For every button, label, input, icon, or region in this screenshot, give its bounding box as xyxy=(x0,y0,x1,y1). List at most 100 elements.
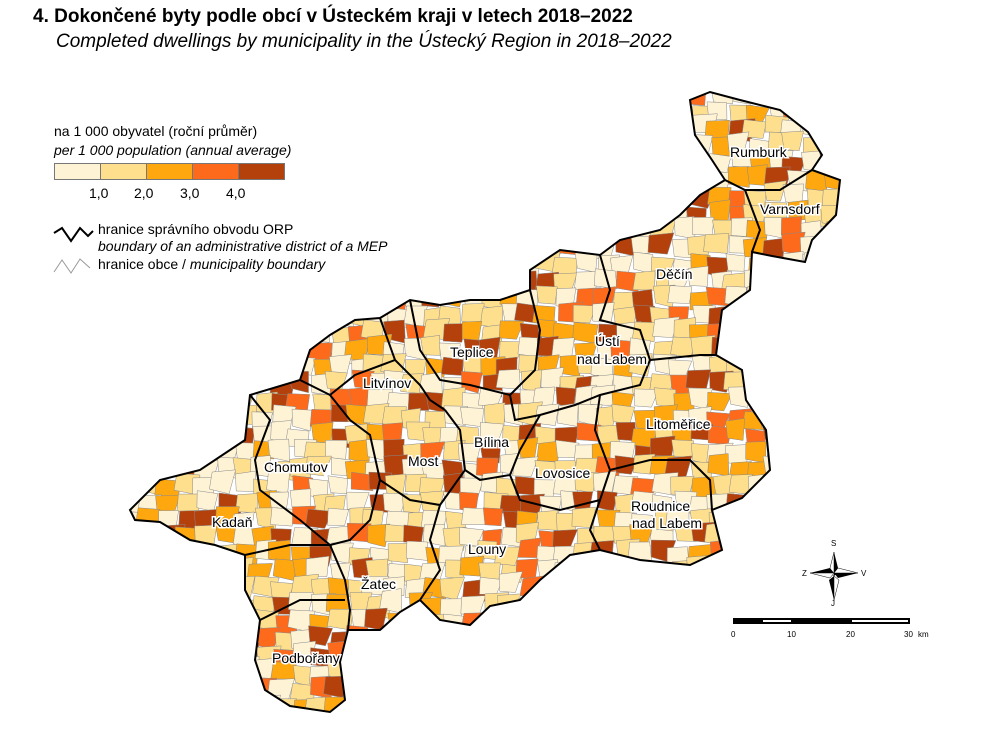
municipality-cell xyxy=(767,286,790,307)
municipality-cell xyxy=(667,97,691,117)
municipality-cell xyxy=(805,656,829,680)
municipality-cell xyxy=(801,341,825,361)
label-usti-2: nad Labem xyxy=(577,351,647,367)
municipality-cell xyxy=(818,288,840,309)
municipality-cell xyxy=(824,391,840,415)
municipality-cell xyxy=(141,386,166,407)
municipality-cell xyxy=(404,610,430,630)
municipality-cell xyxy=(176,694,202,712)
municipality-cell xyxy=(710,594,731,614)
municipality-cell xyxy=(445,151,467,173)
municipality-cell xyxy=(172,714,196,732)
municipality-cell xyxy=(199,647,222,670)
municipality-cell xyxy=(577,580,602,599)
municipality-cell xyxy=(480,274,506,297)
municipality-cell xyxy=(762,473,785,493)
municipality-cell xyxy=(707,392,733,412)
municipality-cell xyxy=(842,509,867,527)
municipality-cell xyxy=(537,509,559,531)
municipality-cell xyxy=(216,323,243,344)
municipality-cell xyxy=(155,541,179,565)
municipality-cell xyxy=(363,255,391,279)
municipality-cell xyxy=(820,405,840,425)
municipality-cell xyxy=(748,473,769,498)
municipality-cell xyxy=(592,560,614,582)
municipality-cell xyxy=(534,460,561,478)
municipality-cell xyxy=(648,710,671,712)
municipality-cell xyxy=(326,92,349,107)
municipality-cell xyxy=(671,713,692,731)
municipality-cell xyxy=(305,508,334,529)
municipality-cell xyxy=(192,340,215,363)
municipality-cell xyxy=(671,121,695,144)
scale-bar: 0 10 20 30 km xyxy=(731,618,929,639)
municipality-cell xyxy=(135,693,160,712)
compass-s: J xyxy=(831,599,835,608)
municipality-cell xyxy=(137,92,164,105)
municipality-cell xyxy=(401,103,426,123)
municipality-cell xyxy=(762,92,788,105)
municipality-cell xyxy=(172,393,195,412)
municipality-cell xyxy=(174,97,200,119)
municipality-cell xyxy=(607,133,632,157)
municipality-cell xyxy=(785,678,808,703)
municipality-cell xyxy=(610,92,636,107)
municipality-cell xyxy=(686,148,707,171)
municipality-cell xyxy=(246,187,272,209)
label-teplice: Teplice xyxy=(450,344,494,360)
municipality-cell xyxy=(667,92,691,105)
municipality-cell xyxy=(347,663,369,686)
municipality-cell xyxy=(800,272,823,291)
municipality-cell xyxy=(231,274,255,296)
municipality-cell xyxy=(249,355,271,377)
municipality-cell xyxy=(364,695,388,712)
municipality-cell xyxy=(442,323,467,343)
municipality-cell xyxy=(802,358,828,377)
municipality-cell xyxy=(159,92,182,105)
municipality-cell xyxy=(651,683,672,702)
municipality-cell xyxy=(668,171,690,189)
municipality-cell xyxy=(728,320,752,342)
municipality-cell xyxy=(192,607,218,629)
municipality-cell xyxy=(198,274,222,295)
municipality-cell xyxy=(194,304,215,326)
municipality-cell xyxy=(628,644,653,664)
municipality-cell xyxy=(846,424,871,445)
municipality-cell xyxy=(232,699,261,712)
municipality-cell xyxy=(363,631,387,652)
municipality-cell xyxy=(211,92,239,104)
municipality-cell xyxy=(588,695,613,712)
municipality-cell xyxy=(382,659,406,682)
municipality-cell xyxy=(806,369,831,390)
municipality-cell xyxy=(761,658,789,681)
municipality-cell xyxy=(465,680,488,705)
municipality-cell xyxy=(347,256,369,276)
municipality-cell xyxy=(835,92,840,104)
municipality-cell xyxy=(748,626,775,647)
municipality-cell xyxy=(199,410,224,431)
legend-break: 2,0 xyxy=(134,185,154,201)
municipality-cell xyxy=(476,200,503,219)
municipality-cell xyxy=(628,576,653,599)
municipality-cell xyxy=(725,697,752,712)
municipality-cell xyxy=(193,579,216,598)
municipality-cell xyxy=(309,716,333,734)
municipality-cell xyxy=(841,101,864,120)
municipality-cell xyxy=(497,268,525,291)
municipality-cell xyxy=(308,625,333,647)
municipality-cell xyxy=(384,114,409,136)
municipality-cell xyxy=(248,96,271,117)
municipality-cell xyxy=(461,206,487,227)
municipality-cell xyxy=(272,341,297,362)
municipality-cell xyxy=(652,598,678,619)
municipality-cell xyxy=(649,189,672,211)
municipality-cell xyxy=(799,235,822,259)
municipality-cell xyxy=(213,623,238,648)
municipality-cell xyxy=(667,692,690,712)
municipality-cell xyxy=(347,132,372,153)
municipality-cell xyxy=(594,164,619,189)
municipality-cell xyxy=(289,488,312,510)
municipality-cell xyxy=(711,336,735,355)
legend-orp-cs: hranice správního obvodu ORP xyxy=(98,221,294,237)
municipality-cell xyxy=(437,646,460,668)
